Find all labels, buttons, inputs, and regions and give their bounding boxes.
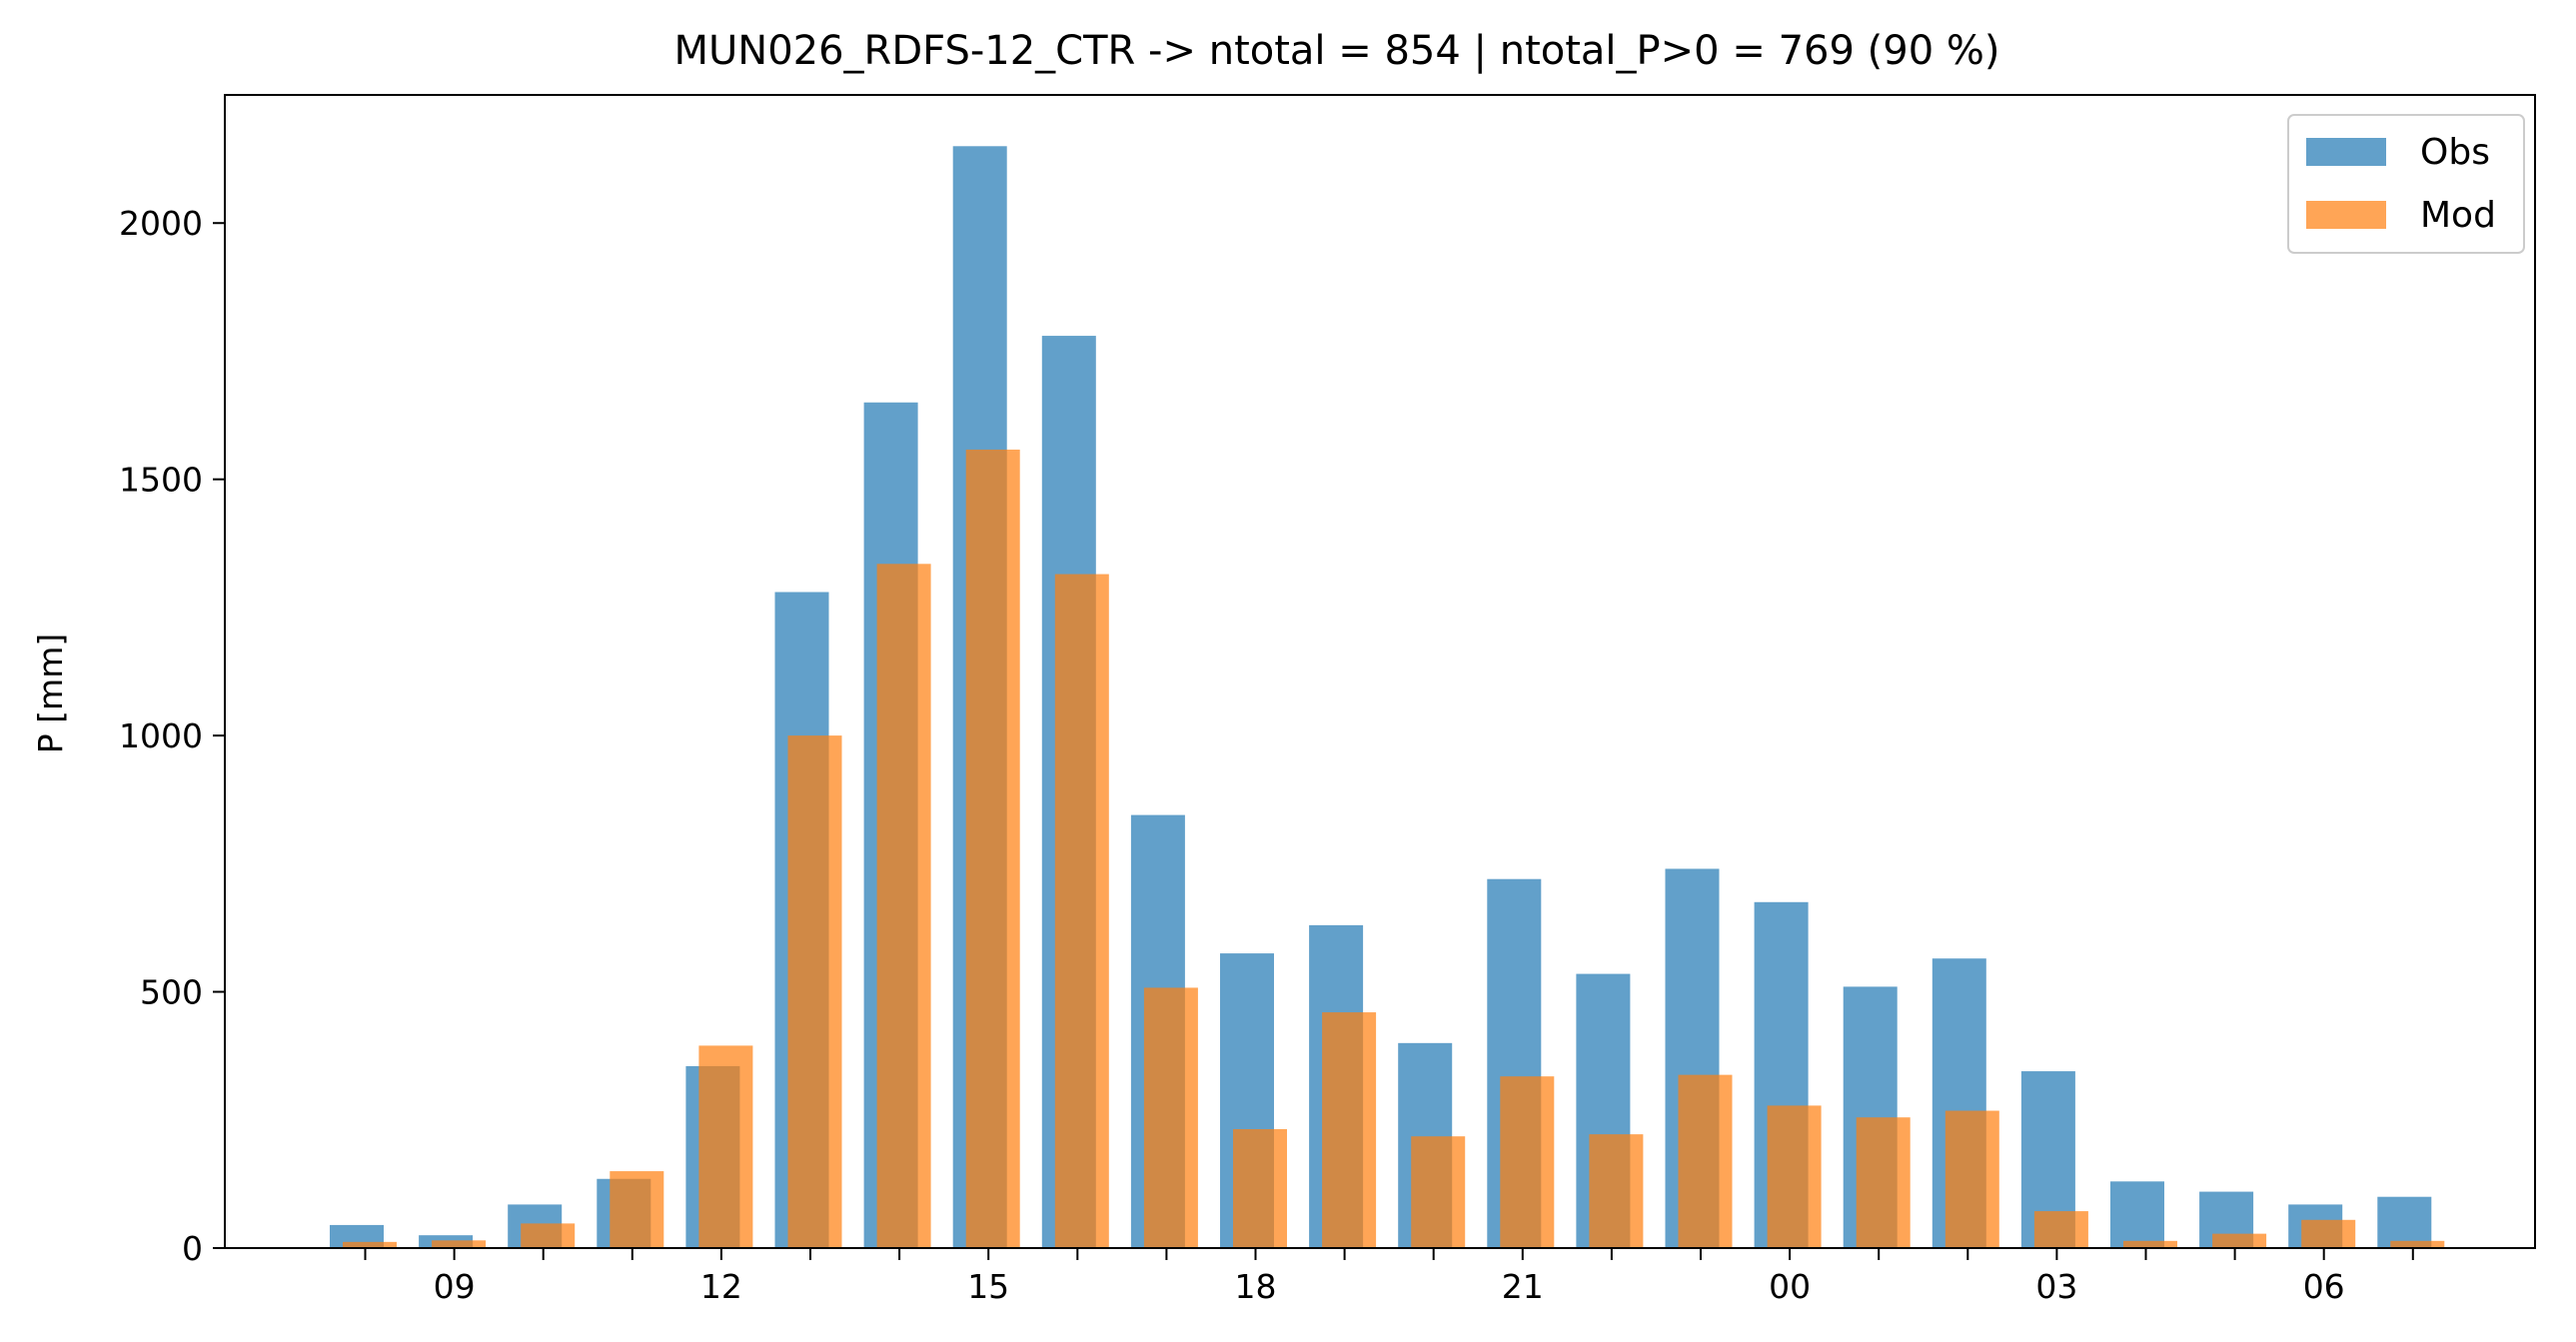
y-ticks: 0 500 1000 1500 2000 xyxy=(119,204,225,1268)
bar-mod-00 xyxy=(1767,1105,1822,1248)
y-tick-label: 1500 xyxy=(119,461,203,500)
bar-obs-07 xyxy=(2377,1196,2432,1248)
x-tick-label-12: 12 xyxy=(700,1267,742,1306)
bar-mod-20 xyxy=(1411,1136,1466,1248)
bar-obs-04 xyxy=(2110,1181,2164,1248)
bar-mod-13 xyxy=(787,735,842,1248)
y-tick-label: 0 xyxy=(182,1229,203,1268)
bar-mod-17 xyxy=(1143,987,1198,1248)
x-tick-label-03: 03 xyxy=(2035,1267,2077,1306)
y-axis-label: P [mm] xyxy=(31,634,70,753)
legend-swatch-mod xyxy=(2306,201,2386,229)
bar-mod-14 xyxy=(876,564,931,1248)
bar-mod-12 xyxy=(698,1045,753,1248)
bar-mod-11 xyxy=(610,1171,664,1248)
x-tick-label-09: 09 xyxy=(434,1267,476,1306)
bar-mod-08 xyxy=(343,1241,397,1248)
x-tick-label-06: 06 xyxy=(2303,1267,2345,1306)
chart-title: MUN026_RDFS-12_CTR -> ntotal = 854 | nto… xyxy=(674,28,2000,74)
bar-mod-19 xyxy=(1322,1012,1377,1248)
legend: Obs Mod xyxy=(2287,114,2525,254)
bar-mod-10 xyxy=(521,1223,576,1248)
bar-mod-18 xyxy=(1233,1129,1287,1248)
bar-mod-22 xyxy=(1589,1134,1644,1248)
x-ticks: 09 12 15 18 21 00 03 06 xyxy=(364,1248,2414,1306)
legend-label-mod: Mod xyxy=(2420,195,2496,236)
y-tick-label: 2000 xyxy=(119,204,203,243)
legend-swatch-obs xyxy=(2306,138,2386,166)
bar-mod-15 xyxy=(965,449,1020,1249)
x-tick-label-15: 15 xyxy=(967,1267,1009,1306)
x-tick-label-00: 00 xyxy=(1769,1267,1811,1306)
legend-label-obs: Obs xyxy=(2420,132,2490,173)
bar-mod-16 xyxy=(1054,574,1109,1248)
bar-mod-02 xyxy=(1944,1110,1999,1248)
bar-mod-04 xyxy=(2123,1240,2177,1248)
y-tick-label: 500 xyxy=(140,973,203,1012)
y-tick-label: 1000 xyxy=(119,716,203,755)
bar-mod-01 xyxy=(1856,1117,1911,1248)
bar-mod-23 xyxy=(1678,1074,1733,1248)
bar-mod-09 xyxy=(432,1240,487,1248)
x-tick-label-21: 21 xyxy=(1502,1267,1544,1306)
bars-group xyxy=(330,146,2445,1249)
bar-mod-21 xyxy=(1500,1076,1555,1248)
bar-mod-06 xyxy=(2301,1219,2356,1248)
x-tick-label-18: 18 xyxy=(1235,1267,1277,1306)
plot-frame xyxy=(224,94,2536,1249)
bar-mod-05 xyxy=(2212,1233,2267,1248)
bar-mod-03 xyxy=(2033,1211,2088,1248)
bar-mod-07 xyxy=(2390,1240,2445,1248)
